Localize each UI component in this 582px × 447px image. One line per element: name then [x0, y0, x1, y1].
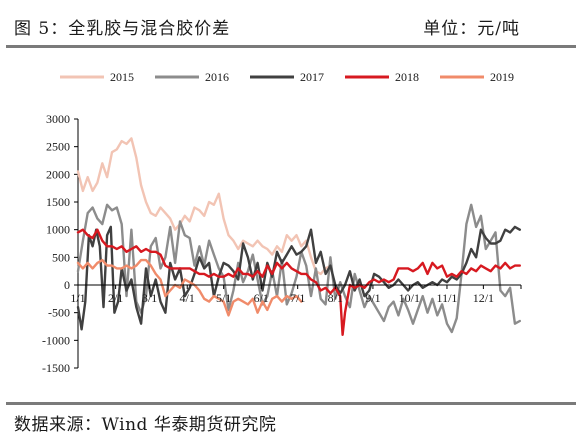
y-tick-label: 2000: [46, 167, 70, 181]
series-line-2017: [76, 225, 521, 331]
y-tick-label: 500: [52, 250, 70, 264]
y-tick-label: 1000: [46, 223, 70, 237]
legend-label-2017: 2017: [300, 70, 324, 84]
unit-label: 单位：元/吨: [423, 19, 520, 39]
x-tick-label: 7/1: [290, 291, 305, 305]
y-tick-label: -1500: [42, 361, 70, 375]
y-tick-label: 3000: [46, 112, 70, 126]
x-tick-label: 5/1: [216, 291, 231, 305]
y-tick-label: 0: [64, 278, 70, 292]
legend-label-2019: 2019: [490, 70, 514, 84]
y-tick-label: -1000: [42, 333, 70, 347]
legend-label-2016: 2016: [205, 70, 229, 84]
series-layer: [76, 137, 521, 336]
series-line-2018: [76, 228, 521, 336]
data-source: 数据来源：Wind 华泰期货研究院: [14, 415, 277, 435]
series-line-2016: [76, 203, 521, 334]
y-tick-label: 2500: [46, 140, 70, 154]
x-tick-label: 12/1: [473, 291, 494, 305]
series-line-2019: [76, 258, 303, 317]
legend-label-2018: 2018: [395, 70, 419, 84]
x-axis: 1/1 2/1 3/1 4/1 5/1 6/1 7/1 8/1 9/1 10/1 11/1 12/1: [70, 284, 522, 305]
x-tick-label: 9/1: [365, 291, 380, 305]
x-tick-label: 2/1: [108, 291, 123, 305]
y-tick-label: 1500: [46, 195, 70, 209]
x-tick-label: 1/1: [70, 291, 85, 305]
x-tick-label: 11/1: [437, 291, 458, 305]
x-tick-label: 10/1: [399, 291, 420, 305]
top-rule: [6, 45, 576, 48]
x-tick-label: 6/1: [254, 291, 269, 305]
chart-legend: 2015 2016 2017 2018 2019: [60, 70, 514, 84]
x-tick-label: 4/1: [180, 291, 195, 305]
bottom-rule: [6, 402, 576, 405]
y-axis: -1500 -1000 -500 0 500 1000 1500 2000 2500 3000: [42, 112, 79, 375]
series-line-2015: [76, 137, 332, 276]
legend-label-2015: 2015: [110, 70, 134, 84]
y-tick-label: -500: [48, 306, 70, 320]
figure-title: 图 5：全乳胶与混合胶价差: [14, 19, 231, 39]
x-tick-label: 8/1: [328, 291, 343, 305]
x-tick-label: 3/1: [142, 291, 157, 305]
